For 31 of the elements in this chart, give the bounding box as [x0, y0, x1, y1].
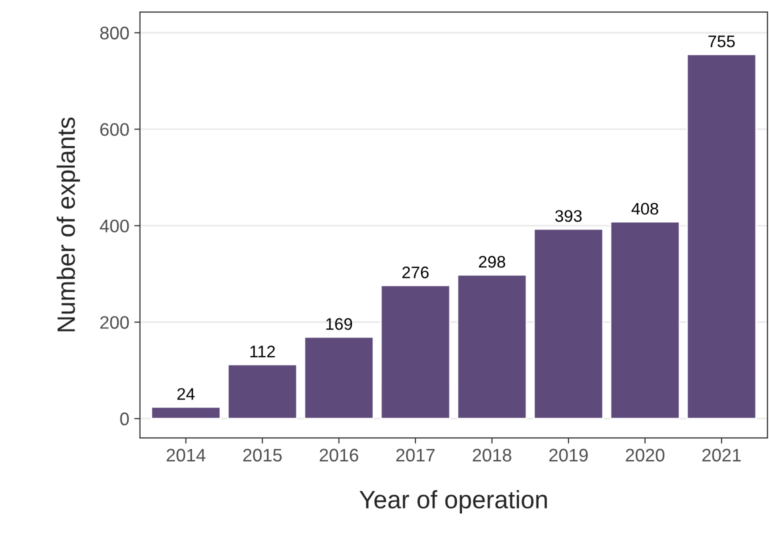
- x-tick-label: 2016: [320, 448, 358, 462]
- data-label: 24: [177, 388, 195, 400]
- x-tick-label: 2020: [626, 448, 664, 462]
- data-label: 276: [402, 266, 429, 278]
- y-axis-title: Number of explants: [56, 117, 80, 332]
- bar: [227, 364, 298, 420]
- bar: [533, 228, 604, 420]
- data-label: 408: [632, 202, 658, 215]
- data-label: 393: [555, 210, 582, 222]
- bar: [150, 406, 222, 420]
- x-axis-title: Year of operation: [360, 490, 547, 514]
- x-tick-label: 2021: [702, 448, 741, 462]
- bar: [610, 221, 680, 420]
- y-tick-label: 400: [100, 220, 129, 232]
- data-label: 112: [250, 346, 275, 358]
- data-label: 755: [708, 36, 735, 48]
- x-tick-label: 2019: [549, 448, 588, 462]
- bar: [686, 54, 757, 420]
- y-tick-label: 800: [100, 26, 129, 40]
- y-tick-label: 200: [100, 316, 129, 329]
- y-tick-label: 0: [120, 412, 129, 426]
- bar: [304, 336, 374, 420]
- data-label: 169: [326, 318, 352, 330]
- data-label: 298: [478, 256, 506, 268]
- bar: [456, 274, 528, 420]
- x-tick-label: 2015: [243, 448, 282, 462]
- x-tick-label: 2017: [396, 448, 435, 462]
- y-tick-label: 600: [100, 123, 129, 136]
- x-tick-label: 2014: [166, 448, 206, 462]
- bar: [380, 284, 451, 420]
- x-tick-label: 2018: [472, 448, 512, 462]
